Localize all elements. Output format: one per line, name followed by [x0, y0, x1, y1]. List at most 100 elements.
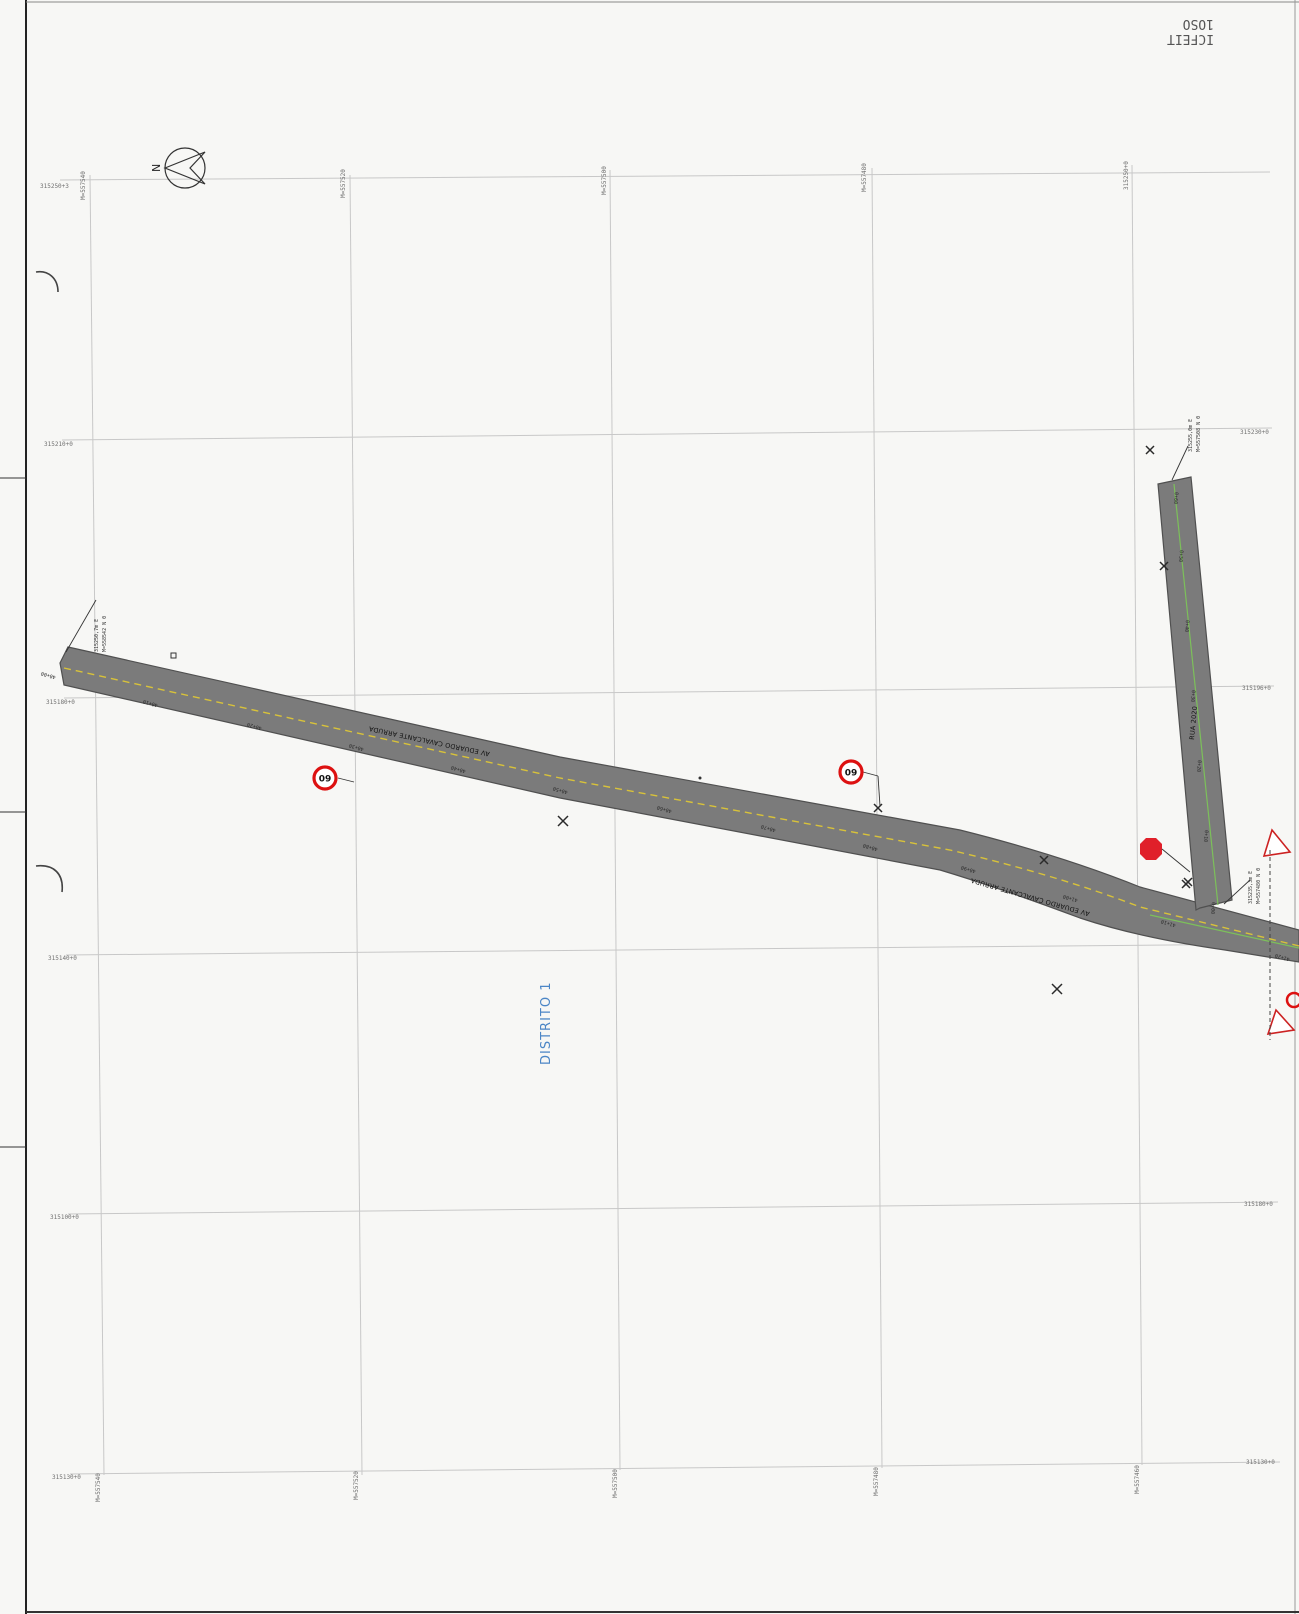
grid-vertical-lines — [89, 164, 1143, 1476]
tree-marker-6 — [1159, 561, 1169, 571]
point-marker — [698, 776, 702, 780]
grid-label-left-4: 315130+0 — [52, 1474, 81, 1481]
branch-station-3: 0+30 — [1189, 690, 1196, 703]
main-road-stations: 40+00 40+10 40+20 40+30 40+40 40+50 40+6… — [40, 670, 1290, 962]
branch-road — [1149, 476, 1299, 949]
grid-v-5 — [1131, 164, 1143, 1466]
stop-sign-octagon — [1140, 838, 1162, 860]
speed-sign-2-value: 60 — [845, 766, 858, 776]
callout-branch-line-2: M=557508 N 0 — [1196, 416, 1202, 452]
grid-label-right-2: 315180+0 — [1244, 1201, 1273, 1208]
station-label-12: 41+20 — [1274, 952, 1290, 962]
branch-road-centerline — [1173, 483, 1219, 906]
stop-sign-leader — [1161, 848, 1191, 873]
callout-junction: 315235,3m E M=557480 N 0 — [1223, 868, 1262, 905]
grid-label-bottom-0: M=557540 — [95, 1473, 102, 1502]
stop-sign — [1140, 838, 1191, 873]
grid-label-right-1: 315196+0 — [1242, 685, 1271, 692]
grid-label-bottom-4: M=557460 — [1134, 1465, 1141, 1494]
grid-h-4 — [65, 943, 1277, 956]
branch-station-5: 0+50 — [1177, 550, 1184, 563]
callout-junction-line-1: 315235,3m E — [1248, 871, 1254, 904]
speed-sign-1-ring — [312, 765, 338, 791]
grid-label-bottom-2: M=557500 — [612, 1469, 619, 1498]
branch-station-4: 0+40 — [1183, 620, 1190, 633]
station-label-10: 41+00 — [1062, 893, 1078, 903]
station-label-5: 40+50 — [552, 785, 568, 795]
tree-markers — [170, 445, 1193, 995]
callout-branch-leader — [1171, 445, 1189, 481]
callout-branch-line-1: 315255,0m E — [1188, 419, 1194, 452]
grid-label-top-5: 315250+0 — [1123, 161, 1130, 190]
tree-marker-2 — [873, 803, 883, 813]
grid-label-left-0: 315210+0 — [44, 441, 73, 448]
branch-station-6: 0+60 — [1172, 492, 1179, 505]
grid-labels: 315250+3 M=557540 M=557520 M=557500 M=55… — [40, 161, 1275, 1502]
station-label-4: 40+40 — [450, 764, 466, 774]
grid-label-bottom-3: M=557480 — [873, 1467, 880, 1496]
branch-road-surface — [1157, 476, 1233, 911]
tree-marker-5 — [1145, 445, 1155, 455]
edge-red-sign — [1285, 991, 1299, 1009]
speed-sign-2-leader — [862, 771, 879, 777]
station-label-2: 40+20 — [246, 721, 262, 731]
grid-label-bottom-1: M=557520 — [353, 1471, 360, 1500]
callout-road-start: 315250,7m E M=558542 N 0 — [65, 599, 108, 653]
station-label-11: 41+10 — [1160, 918, 1176, 928]
speed-sign-1-leader — [337, 777, 355, 783]
binder-hole-top — [35, 270, 59, 293]
grid-label-right-3: 315130+0 — [1246, 1459, 1275, 1466]
north-arrow-label: N — [150, 164, 163, 172]
main-road-surface — [59, 646, 1299, 963]
grid-label-top-2: M=557520 — [340, 169, 347, 198]
callout-start-leader — [65, 599, 97, 653]
grid-h-2 — [61, 427, 1273, 441]
north-arrow-needle — [163, 151, 206, 185]
grid-h-6 — [69, 1461, 1281, 1475]
grid-label-left-2: 315140+0 — [48, 955, 77, 962]
grid-horizontal-lines — [59, 171, 1281, 1475]
station-label-8: 40+80 — [862, 842, 878, 852]
tree-marker-3 — [1039, 855, 1049, 865]
grid-label-top-4: M=557480 — [861, 163, 868, 192]
tree-marker-4 — [1051, 983, 1063, 995]
speed-sign-2-ring — [838, 759, 864, 785]
grid-label-left-1: 315180+0 — [46, 699, 75, 706]
branch-road-name: RUA 2020 — [1188, 706, 1199, 741]
station-label-7: 40+70 — [760, 823, 776, 833]
speed-sign-2: 60 — [838, 759, 881, 807]
grid-label-right-0: 315230+0 — [1240, 429, 1269, 436]
north-arrow: N — [150, 147, 206, 189]
yield-signs — [1262, 828, 1299, 1040]
grid-h-1 — [59, 171, 1271, 181]
tree-marker-1 — [557, 815, 569, 827]
station-label-0: 40+00 — [40, 670, 56, 680]
grid-label-left-3: 315100+0 — [50, 1214, 79, 1221]
branch-station-0: 0+00 — [1209, 902, 1216, 915]
callout-junction-line-2: M=557480 N 0 — [1256, 868, 1262, 904]
station-label-3: 40+30 — [348, 742, 364, 752]
callout-junction-leader — [1223, 879, 1251, 905]
grid-h-5 — [67, 1201, 1279, 1215]
main-road — [59, 646, 1299, 963]
station-label-1: 40+10 — [142, 698, 158, 708]
binder-hole-bottom — [35, 865, 63, 893]
callout-start-line-2: M=558542 N 0 — [102, 616, 108, 652]
yield-sign-2 — [1266, 1008, 1296, 1035]
callout-start-line-1: 315250,7m E — [94, 619, 100, 652]
grid-label-top-3: M=557500 — [601, 166, 608, 195]
grid-v-3 — [609, 169, 621, 1471]
branch-station-2: 0+20 — [1195, 760, 1202, 773]
yield-sign-1 — [1262, 828, 1292, 857]
grid-v-2 — [349, 174, 363, 1476]
speed-sign-2-leader-2 — [877, 775, 881, 807]
main-road-green-axis — [1149, 914, 1299, 949]
branch-station-1: 0+10 — [1202, 830, 1209, 843]
grid-label-top-1: M=557540 — [80, 171, 87, 200]
district-label: DISTRITO 1 — [539, 982, 554, 1065]
speed-sign-1: 60 — [312, 765, 355, 791]
branch-road-stations: 0+00 0+10 0+20 0+30 0+40 0+50 0+60 — [1172, 492, 1216, 915]
grid-v-1 — [89, 174, 105, 1476]
